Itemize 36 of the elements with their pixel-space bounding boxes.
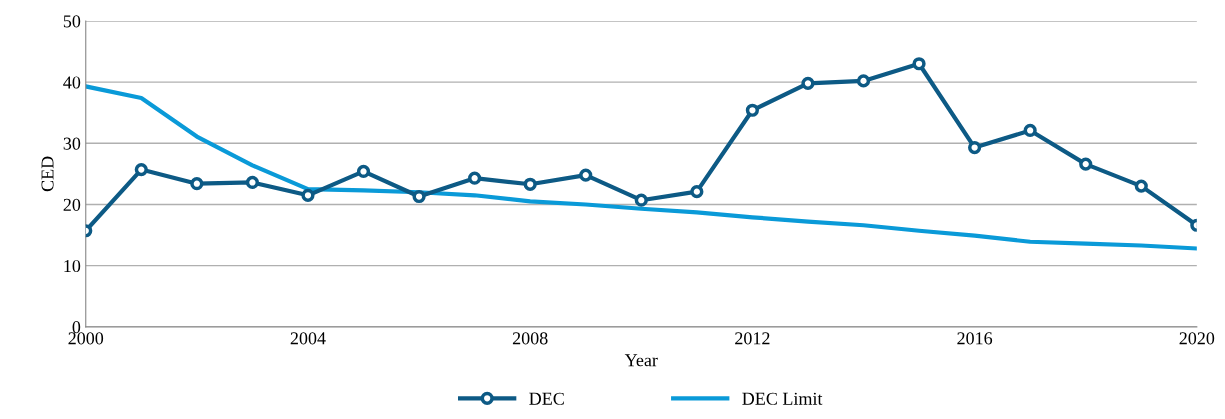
legend-label: DEC <box>529 392 564 405</box>
point <box>356 164 371 179</box>
x-tick-label: 2000 <box>68 332 104 345</box>
point <box>745 103 759 117</box>
point <box>1023 123 1037 138</box>
x-tick-label: 2012 <box>735 332 770 345</box>
point <box>856 74 871 88</box>
y-tick-label: 40 <box>63 76 81 89</box>
y-tick-label: 30 <box>63 137 81 150</box>
point <box>634 193 648 207</box>
point <box>801 76 815 90</box>
point <box>579 168 593 182</box>
y-axis-title: CED <box>41 156 54 192</box>
legend-label: DEC Limit <box>742 392 823 405</box>
point <box>412 189 426 204</box>
point <box>190 177 204 191</box>
point <box>301 188 315 202</box>
point <box>134 163 148 177</box>
line-series <box>85 84 1197 251</box>
x-axis-title: Year <box>624 354 658 367</box>
point <box>1134 179 1148 193</box>
x-tick-label: 2016 <box>957 332 993 345</box>
point <box>690 185 704 199</box>
x-tick-label: 2020 <box>1179 332 1215 345</box>
point <box>968 140 982 155</box>
y-tick-label: 10 <box>64 259 81 273</box>
y-tick-label: 20 <box>63 198 81 211</box>
x-tick-label: 2008 <box>512 332 548 345</box>
x-tick-label: 2004 <box>290 332 326 345</box>
point <box>912 57 926 71</box>
point <box>245 175 260 190</box>
point <box>1079 157 1093 171</box>
point <box>468 171 482 185</box>
y-tick-label: 0 <box>72 321 81 334</box>
y-tick-label: 50 <box>63 15 81 28</box>
point <box>523 177 537 191</box>
